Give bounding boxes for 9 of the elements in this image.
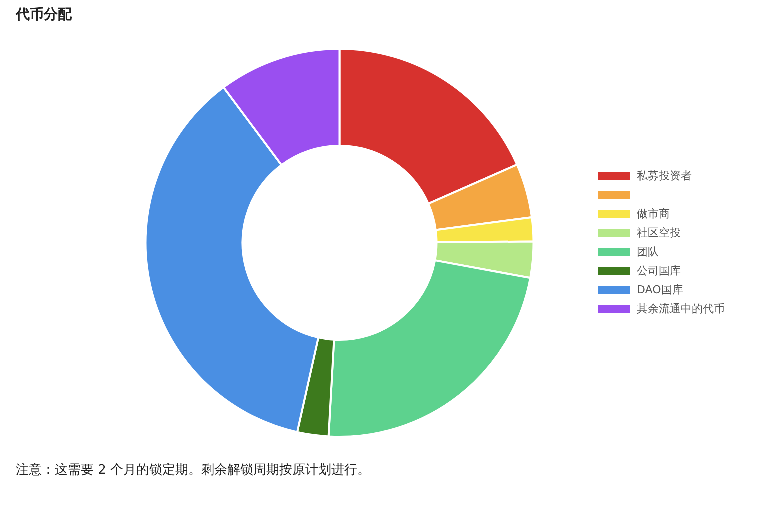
legend-label: 其余流通中的代币 <box>637 302 725 316</box>
legend-label: DAO国库 <box>637 283 684 296</box>
legend-label: 团队 <box>637 245 659 258</box>
text: 注意：这需要 2 个月的锁定期。剩余解锁周期按原计划进行。 <box>16 462 372 480</box>
legend-label: 社区空投 <box>637 226 681 240</box>
legend-label: 公司国库 <box>637 264 681 278</box>
legend-label: 私募投资者 <box>637 169 692 182</box>
chart-title: 代币分配 <box>16 6 72 24</box>
legend-label: 做市商 <box>637 207 670 220</box>
